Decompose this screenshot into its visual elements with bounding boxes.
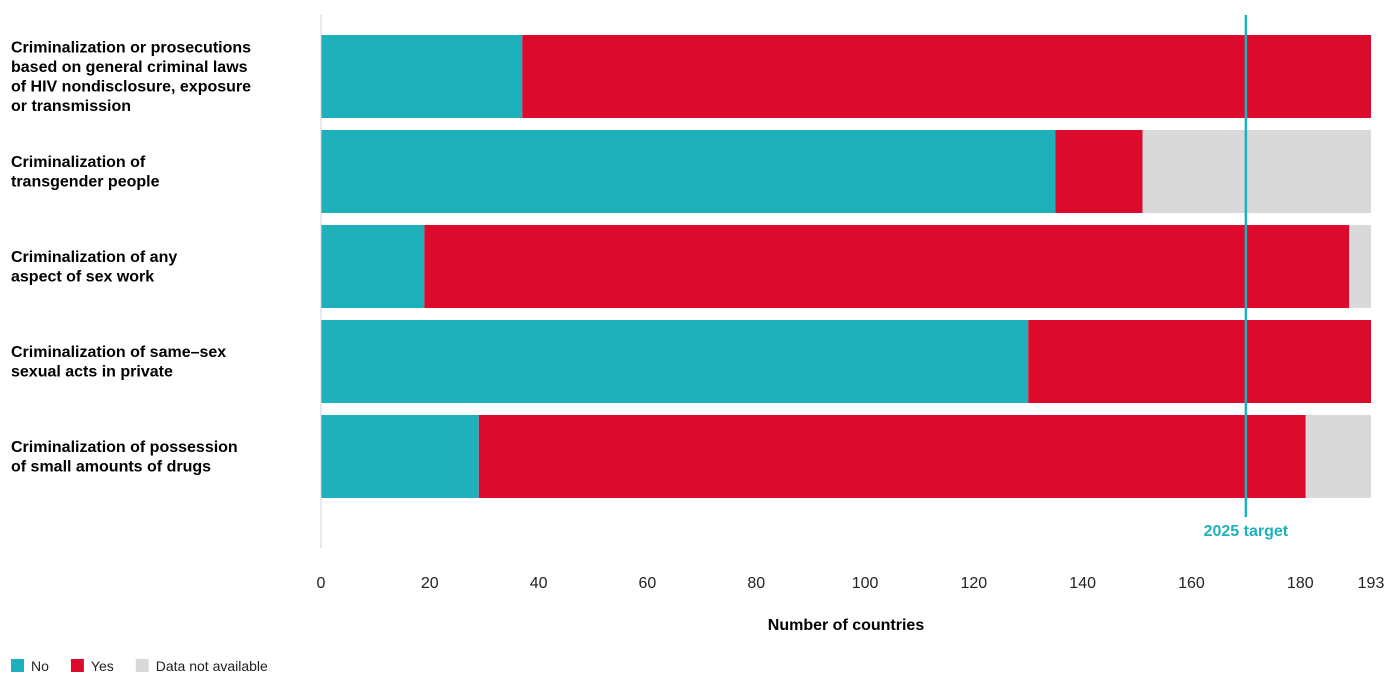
category-label-line: or transmission <box>11 98 131 115</box>
x-tick-label: 60 <box>639 575 657 592</box>
x-tick-label: 0 <box>317 575 326 592</box>
x-axis-ticks: 0 20 40 60 80 100 120 140 160 180 193 <box>317 575 1385 592</box>
category-label-3: Criminalization of any aspect of sex work <box>11 249 177 286</box>
x-tick-label: 120 <box>960 575 987 592</box>
x-tick-label: 20 <box>421 575 439 592</box>
bar-no-2 <box>321 130 1056 213</box>
bar-yes-2 <box>1055 130 1143 213</box>
category-label-line: Criminalization of possession <box>11 439 238 456</box>
category-label-2: Criminalization of transgender people <box>11 154 160 191</box>
target-label: 2025 target <box>1204 523 1289 540</box>
bars <box>321 35 1371 498</box>
x-axis-title: Number of countries <box>768 617 925 634</box>
category-label-line: Criminalization or prosecutions <box>11 39 251 56</box>
x-tick-label: 160 <box>1178 575 1205 592</box>
bar-data-not-available-3 <box>1349 225 1371 308</box>
category-label-line: Criminalization of same–sex <box>11 344 226 361</box>
bar-no-5 <box>321 415 479 498</box>
category-label-line: Criminalization of <box>11 154 146 171</box>
category-label-line: aspect of sex work <box>11 268 154 285</box>
x-tick-label: 140 <box>1069 575 1096 592</box>
x-tick-label: 40 <box>530 575 548 592</box>
legend-swatch-no <box>11 659 24 672</box>
bar-yes-3 <box>424 225 1350 308</box>
bar-yes-1 <box>522 35 1371 118</box>
bar-yes-4 <box>1028 320 1371 403</box>
legend-label-no: No <box>31 658 49 674</box>
category-label-4: Criminalization of same–sex sexual acts i… <box>11 344 226 381</box>
category-label-1: Criminalization or prosecutions based on … <box>11 39 251 115</box>
category-labels: Criminalization or prosecutions based on … <box>11 39 251 475</box>
bar-no-4 <box>321 320 1029 403</box>
bar-data-not-available-5 <box>1305 415 1371 498</box>
bar-data-not-available-2 <box>1142 130 1371 213</box>
legend-label-yes: Yes <box>91 658 114 674</box>
legend-label-data-not-available: Data not available <box>156 658 268 674</box>
legend: No Yes Data not available <box>11 658 268 674</box>
category-label-line: of small amounts of drugs <box>11 458 211 475</box>
category-label-line: Criminalization of any <box>11 249 177 266</box>
x-tick-label: 100 <box>852 575 879 592</box>
bar-no-3 <box>321 225 425 308</box>
x-tick-label: 180 <box>1287 575 1314 592</box>
category-label-line: based on general criminal laws <box>11 59 248 76</box>
category-label-5: Criminalization of possession of small am… <box>11 439 238 476</box>
legend-swatch-data-not-available <box>135 659 149 672</box>
x-tick-label: 193 <box>1358 575 1385 592</box>
bar-yes-5 <box>478 415 1306 498</box>
category-label-line: sexual acts in private <box>11 363 173 380</box>
target-line-group: 2025 target <box>1204 15 1289 540</box>
x-tick-label: 80 <box>747 575 765 592</box>
bar-no-1 <box>321 35 523 118</box>
category-label-line: transgender people <box>11 173 160 190</box>
legend-swatch-yes <box>70 659 84 672</box>
category-label-line: of HIV nondisclosure, exposure <box>11 78 251 95</box>
